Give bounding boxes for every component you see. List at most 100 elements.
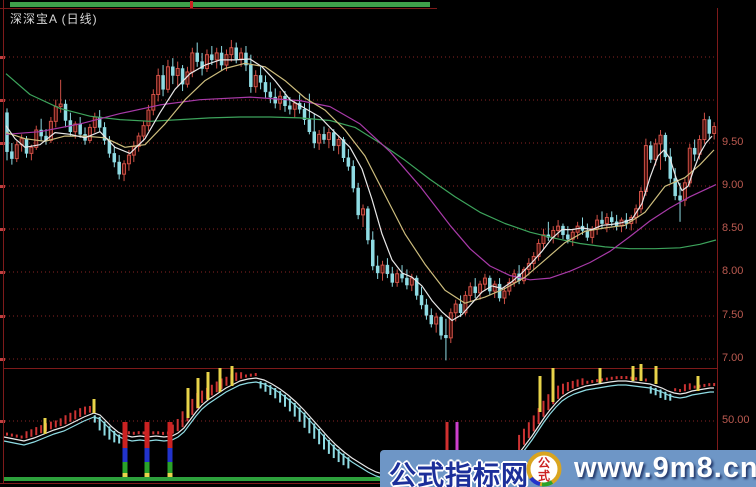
indicator-tick — [664, 391, 667, 400]
candle-body — [73, 123, 78, 133]
indicator-tick — [542, 400, 545, 417]
indicator-tick — [259, 381, 262, 389]
candle-body — [317, 133, 322, 144]
axis-tick — [0, 185, 5, 188]
indicator-tick — [332, 444, 335, 459]
indicator-axis-label: 50.00 — [722, 414, 750, 426]
candle-body — [536, 242, 541, 257]
candle-body — [380, 264, 385, 274]
indicator-tick — [98, 416, 101, 431]
ma-line-magenta — [5, 96, 717, 281]
candle-body — [668, 156, 673, 179]
indicator-tick — [644, 378, 647, 382]
signal-stack-bar — [122, 473, 128, 477]
indicator-tick — [679, 388, 682, 392]
indicator-tick — [84, 406, 87, 415]
candle-body — [385, 264, 390, 275]
candle-body — [521, 268, 526, 282]
candle-body — [122, 163, 127, 175]
price-label: 7.50 — [722, 309, 744, 321]
indicator-tick — [162, 431, 165, 435]
candle-body — [10, 151, 14, 159]
candle-body — [492, 283, 497, 292]
site-logo-icon: 公 式 — [526, 451, 562, 487]
yellow-signal-bar — [598, 368, 602, 383]
indicator-tick — [625, 376, 628, 380]
candle-body — [444, 335, 448, 339]
indicator-tick — [191, 398, 194, 415]
candle-body — [375, 265, 380, 274]
indicator-tick — [698, 384, 701, 388]
indicator-tick — [566, 382, 569, 392]
indicator-tick — [69, 412, 72, 422]
indicator-tick — [561, 383, 564, 395]
indicator-tick — [537, 408, 540, 425]
candle-body — [361, 208, 366, 216]
svg-text:式: 式 — [538, 468, 550, 483]
pane-divider — [3, 368, 717, 369]
candle-body — [48, 120, 53, 141]
yellow-signal-bar — [538, 376, 542, 412]
candle-body — [356, 187, 360, 216]
svg-text:公: 公 — [538, 456, 550, 470]
yellow-signal-bar — [631, 366, 635, 381]
indicator-tick — [88, 405, 91, 413]
candle-body — [258, 75, 263, 83]
indicator-tick — [591, 379, 594, 383]
indicator-tick — [337, 449, 340, 463]
price-label: 8.00 — [722, 265, 744, 277]
indicator-tick — [303, 412, 306, 428]
indicator-tick — [113, 430, 116, 443]
indicator-tick — [318, 429, 321, 445]
candle-body — [653, 143, 658, 160]
price-label: 9.50 — [722, 136, 744, 148]
candle-body — [151, 94, 156, 111]
indicator-tick — [547, 394, 550, 411]
indicator-tick — [35, 427, 38, 436]
candle-body — [678, 195, 682, 201]
indicator-tick — [669, 393, 672, 401]
indicator-tick — [6, 432, 8, 436]
candle-body — [643, 145, 648, 192]
candle-body — [214, 52, 219, 61]
yellow-signal-bar — [654, 366, 658, 384]
candle-body — [707, 119, 712, 134]
chart-title: 深深宝A (日线) — [10, 12, 98, 26]
indicator-tick — [171, 424, 174, 434]
yellow-signal-bar — [206, 372, 210, 400]
indicator-tick — [288, 398, 291, 412]
signal-stack-bar — [167, 473, 173, 477]
indicator-tick — [659, 389, 662, 399]
candle-body — [351, 166, 356, 189]
signal-stack-bar — [122, 422, 128, 448]
candle-body — [395, 273, 400, 283]
indicator-tick — [142, 431, 145, 435]
candle-body — [175, 68, 180, 76]
candle-body — [590, 228, 595, 238]
indicator-tick — [688, 383, 691, 390]
ma-line-white — [5, 58, 713, 322]
indicator-tick — [649, 386, 652, 394]
indicator-tick — [210, 384, 213, 396]
candle-body — [307, 119, 312, 132]
candle-body — [609, 217, 614, 223]
candle-body — [229, 47, 234, 56]
indicator-tick — [683, 384, 686, 392]
candle-body — [439, 316, 443, 336]
candle-body — [87, 126, 92, 141]
candle-body — [434, 316, 439, 325]
indicator-tick — [283, 394, 286, 407]
candle-body — [712, 126, 717, 134]
candle-body — [92, 116, 97, 128]
indicator-tick — [176, 419, 179, 432]
candle-body — [204, 54, 209, 70]
price-label: 7.00 — [722, 352, 744, 364]
indicator-tick — [586, 380, 589, 384]
signal-stack-bar — [167, 462, 173, 473]
signal-stack-bar — [144, 422, 150, 448]
candle-body — [141, 125, 146, 137]
candle-body — [570, 231, 575, 240]
indicator-tick — [274, 388, 277, 399]
candle-body — [692, 147, 697, 155]
